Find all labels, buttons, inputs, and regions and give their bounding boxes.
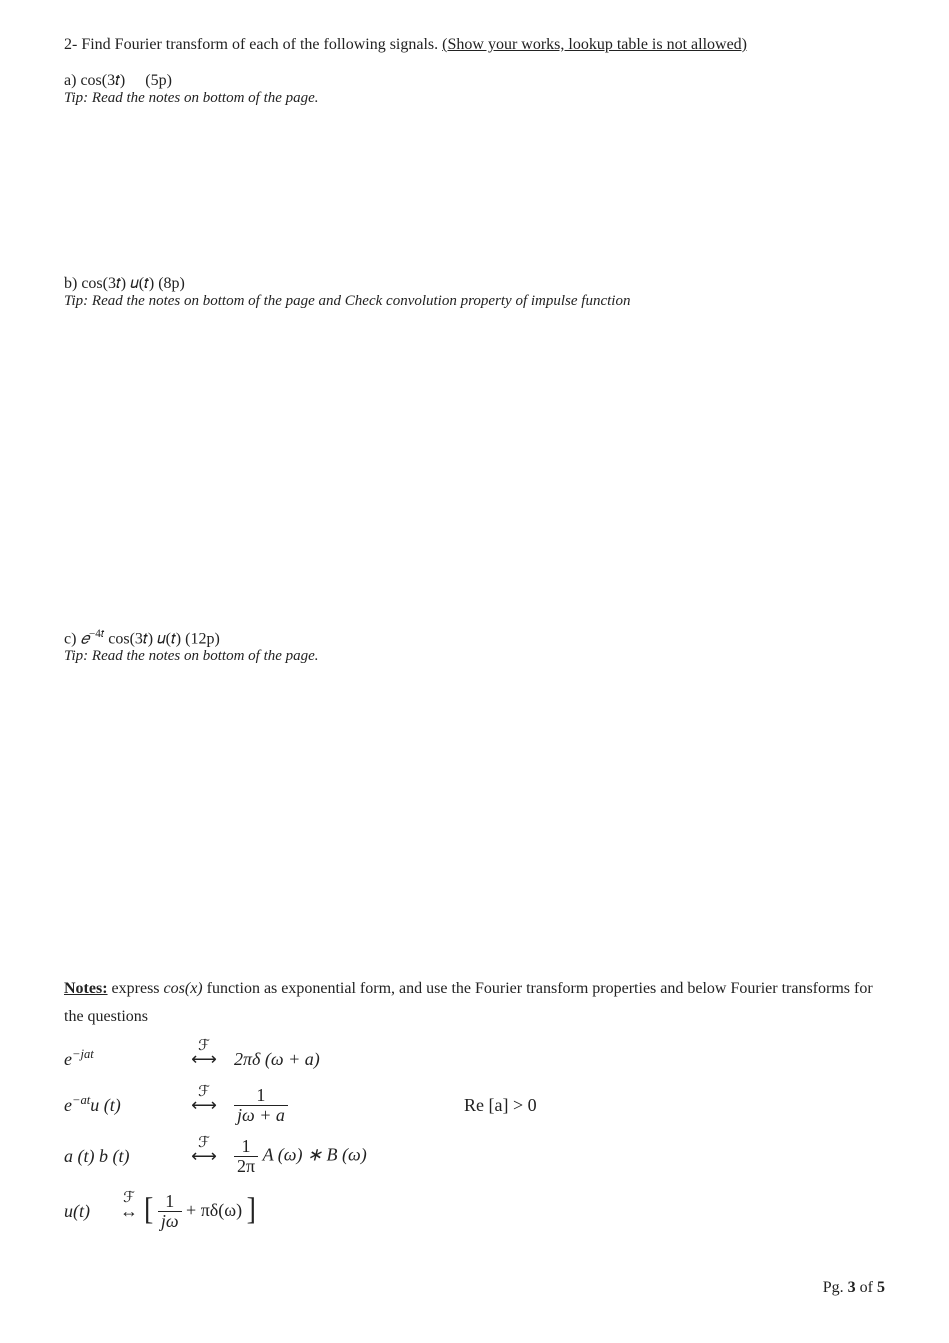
page-content: 2- Find Fourier transform of each of the… <box>0 0 949 1343</box>
part-a-tip: Tip: Read the notes on bottom of the pag… <box>64 90 885 107</box>
f2-exp: −at <box>72 1093 90 1107</box>
script-f-icon: ℱ <box>198 1080 210 1106</box>
formula-4-rhs: [ 1 jω + πδ(ω) ] <box>144 1188 256 1236</box>
formula-2-rhs: 1 jω + a <box>234 1086 444 1125</box>
notes-title: Notes: <box>64 980 108 997</box>
part-b-signal: cos(3𝑡) 𝑢(𝑡) <box>81 275 154 292</box>
f4-num: 1 <box>158 1192 182 1212</box>
part-c-points: (12p) <box>185 630 220 647</box>
part-b-tip: Tip: Read the notes on bottom of the pag… <box>64 293 885 310</box>
part-a-points: (5p) <box>145 72 172 89</box>
notes-intro-1: express <box>108 980 164 997</box>
fourier-arrow-icon: ℱ ⟷ <box>174 1141 234 1172</box>
right-bracket-icon: ] <box>247 1182 256 1237</box>
formula-3: a (t) b (t) ℱ ⟷ 1 2π A (ω) ∗ B (ω) <box>64 1137 885 1176</box>
footer-current: 3 <box>848 1279 856 1296</box>
page-footer: Pg. 3 of 5 <box>823 1279 885 1297</box>
formula-4: u(t) ℱ ↔ [ 1 jω + πδ(ω) ] <box>64 1188 885 1236</box>
f3-num: 1 <box>234 1137 258 1157</box>
f3-rest: A (ω) ∗ B (ω) <box>263 1145 367 1165</box>
part-c: c) 𝑒−4𝑡 cos(3𝑡) 𝑢(𝑡) (12p) Tip: Read the… <box>64 628 885 665</box>
fourier-arrow-icon: ℱ ⟷ <box>174 1044 234 1075</box>
part-c-exp: −4𝑡 <box>89 628 104 640</box>
formula-1-lhs: e−jat <box>64 1044 174 1075</box>
part-a-line: a) cos(3𝑡) (5p) <box>64 72 885 90</box>
notes-paragraph: Notes: express cos(x) function as expone… <box>64 975 885 1029</box>
fraction-icon: 1 jω + a <box>234 1086 288 1125</box>
formula-1: e−jat ℱ ⟷ 2πδ (ω + a) <box>64 1044 885 1075</box>
question-header: 2- Find Fourier transform of each of the… <box>64 36 885 54</box>
formula-2-condition: Re [a] > 0 <box>464 1090 614 1121</box>
f2-den: jω + a <box>234 1106 288 1125</box>
f4-den: jω <box>158 1212 182 1231</box>
formula-4-lhs: u(t) <box>64 1196 114 1227</box>
f1-exp: −jat <box>72 1047 94 1061</box>
part-c-label: c) <box>64 630 76 647</box>
fraction-icon: 1 jω <box>158 1192 182 1231</box>
question-text: Find Fourier transform of each of the fo… <box>81 36 438 53</box>
formula-list: e−jat ℱ ⟷ 2πδ (ω + a) e−atu (t) ℱ ⟷ <box>64 1044 885 1236</box>
f2-num: 1 <box>234 1086 288 1106</box>
fourier-arrow-icon: ℱ ⟷ <box>174 1090 234 1121</box>
part-c-tip: Tip: Read the notes on bottom of the pag… <box>64 648 885 665</box>
part-c-base: 𝑒 <box>80 630 89 647</box>
script-f-icon: ℱ <box>198 1034 210 1060</box>
fraction-icon: 1 2π <box>234 1137 258 1176</box>
left-bracket-icon: [ <box>144 1182 153 1237</box>
f2-rest: u (t) <box>90 1095 121 1115</box>
part-b: b) cos(3𝑡) 𝑢(𝑡) (8p) Tip: Read the notes… <box>64 275 885 310</box>
part-a-signal: cos(3𝑡) <box>80 72 125 89</box>
part-c-rest: cos(3𝑡) 𝑢(𝑡) <box>104 630 181 647</box>
formula-2-lhs: e−atu (t) <box>64 1090 174 1121</box>
question-number: 2- <box>64 36 77 53</box>
part-b-label: b) <box>64 275 77 292</box>
f1-base: e <box>64 1049 72 1069</box>
formula-2: e−atu (t) ℱ ⟷ 1 jω + a Re [a] > 0 <box>64 1086 885 1125</box>
script-f-icon: ℱ <box>123 1186 135 1212</box>
f3-den: 2π <box>234 1157 258 1176</box>
formula-3-lhs: a (t) b (t) <box>64 1141 174 1172</box>
f2-base: e <box>64 1095 72 1115</box>
formula-1-rhs: 2πδ (ω + a) <box>234 1044 444 1075</box>
notes-section: Notes: express cos(x) function as expone… <box>64 975 885 1235</box>
footer-total: 5 <box>877 1279 885 1296</box>
footer-mid: of <box>856 1279 877 1296</box>
part-a: a) cos(3𝑡) (5p) Tip: Read the notes on b… <box>64 72 885 107</box>
part-a-label: a) <box>64 72 76 89</box>
question-instruction: (Show your works, lookup table is not al… <box>442 36 747 53</box>
f4-rest: + πδ(ω) <box>186 1200 242 1220</box>
script-f-icon: ℱ <box>198 1131 210 1157</box>
part-c-line: c) 𝑒−4𝑡 cos(3𝑡) 𝑢(𝑡) (12p) <box>64 628 885 648</box>
fourier-arrow-icon: ℱ ↔ <box>114 1196 144 1227</box>
footer-prefix: Pg. <box>823 1279 848 1296</box>
part-b-line: b) cos(3𝑡) 𝑢(𝑡) (8p) <box>64 275 885 293</box>
notes-intro-em: cos(x) <box>164 980 203 997</box>
part-b-points: (8p) <box>158 275 185 292</box>
formula-3-rhs: 1 2π A (ω) ∗ B (ω) <box>234 1137 444 1176</box>
